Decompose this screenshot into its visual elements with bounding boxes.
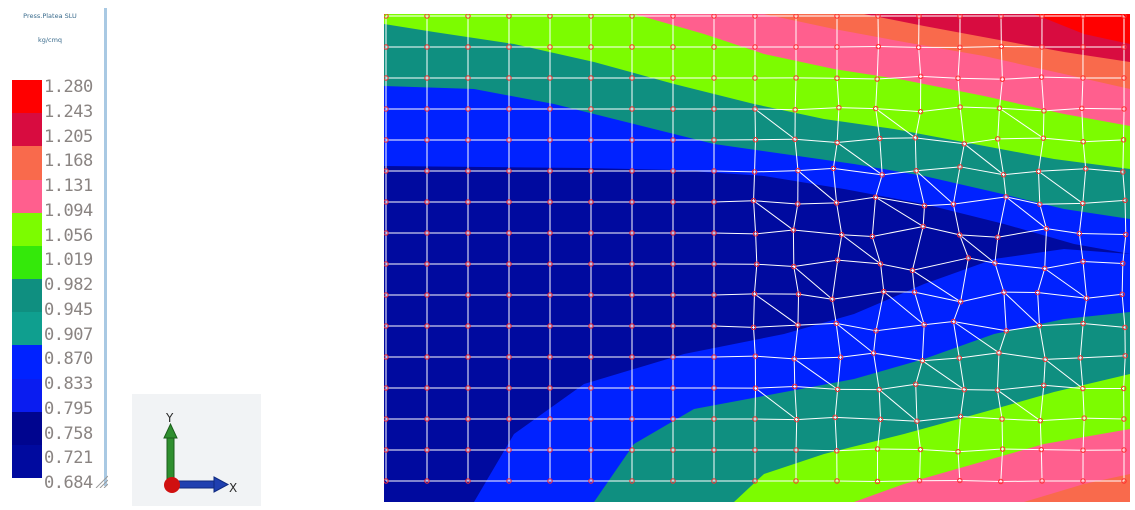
x-axis-arrow	[176, 481, 216, 488]
mesh-edge	[998, 138, 1044, 139]
legend-band	[12, 379, 42, 412]
legend-value: 0.945	[44, 302, 106, 319]
legend-value: 0.758	[44, 426, 106, 443]
legend-value: 1.019	[44, 252, 106, 269]
mesh-edge	[798, 294, 799, 325]
mesh-edge	[1124, 109, 1125, 140]
x-axis-label: X	[229, 481, 237, 495]
mesh-edge	[1123, 140, 1124, 172]
mesh-edge	[1001, 481, 1042, 482]
resize-grip-icon[interactable]	[94, 474, 108, 488]
legend-value: 1.094	[44, 203, 106, 220]
y-axis-label: Y	[165, 411, 174, 425]
fem-contour-plot	[384, 14, 1130, 502]
legend-value: 0.721	[44, 450, 106, 467]
legend-unit: kg/cmq	[0, 36, 100, 44]
legend-band	[12, 246, 42, 279]
mesh-edge	[755, 419, 797, 420]
legend-band	[12, 312, 42, 345]
legend-value: 1.131	[44, 178, 106, 195]
legend-band	[12, 279, 42, 312]
legend-value: 0.982	[44, 277, 106, 294]
legend-color-scale	[12, 80, 42, 478]
legend-value: 1.056	[44, 228, 106, 245]
y-axis-arrowhead	[164, 424, 177, 438]
mesh-edge	[1003, 449, 1042, 450]
mesh-edge	[884, 292, 915, 293]
legend-value: 0.795	[44, 401, 106, 418]
mesh-edge	[755, 388, 756, 419]
mesh-edge	[796, 420, 797, 450]
legend-band	[12, 180, 42, 213]
mesh-edge	[1041, 450, 1083, 451]
legend-value: 1.280	[44, 79, 106, 96]
mesh-edge	[1002, 419, 1003, 449]
mesh-edge	[1043, 111, 1044, 138]
mesh-edge	[1122, 263, 1123, 294]
legend-panel: Press.Platea SLU kg/cmq 1.280 1.243 1.20…	[0, 0, 108, 508]
legend-band	[12, 113, 42, 146]
legend-band	[12, 445, 42, 478]
origin-marker	[164, 477, 180, 493]
mesh-edge	[1082, 108, 1124, 109]
legend-band	[12, 146, 42, 179]
legend-band	[12, 345, 42, 378]
legend-band	[12, 213, 42, 246]
mesh-edge	[878, 481, 920, 482]
legend-title: Press.Platea SLU	[0, 12, 100, 20]
legend-value: 1.168	[44, 153, 106, 170]
mesh-edge	[878, 449, 921, 450]
mesh-edge	[1001, 46, 1042, 47]
legend-value: 0.907	[44, 327, 106, 344]
mesh-edge	[880, 138, 916, 139]
legend-band	[12, 412, 42, 445]
legend-value-labels: 1.280 1.243 1.205 1.168 1.131 1.094 1.05…	[44, 79, 106, 492]
legend-value: 1.243	[44, 104, 106, 121]
legend-value: 1.205	[44, 129, 106, 146]
legend-value: 0.870	[44, 351, 106, 368]
x-axis-arrowhead	[214, 477, 228, 492]
axes-orientation-widget: Y X	[132, 394, 261, 506]
legend-band	[12, 80, 42, 113]
mesh-edge	[794, 359, 795, 387]
axes-triad-icon: Y X	[132, 394, 261, 506]
y-axis-arrow	[167, 436, 174, 484]
legend-value: 0.833	[44, 376, 106, 393]
